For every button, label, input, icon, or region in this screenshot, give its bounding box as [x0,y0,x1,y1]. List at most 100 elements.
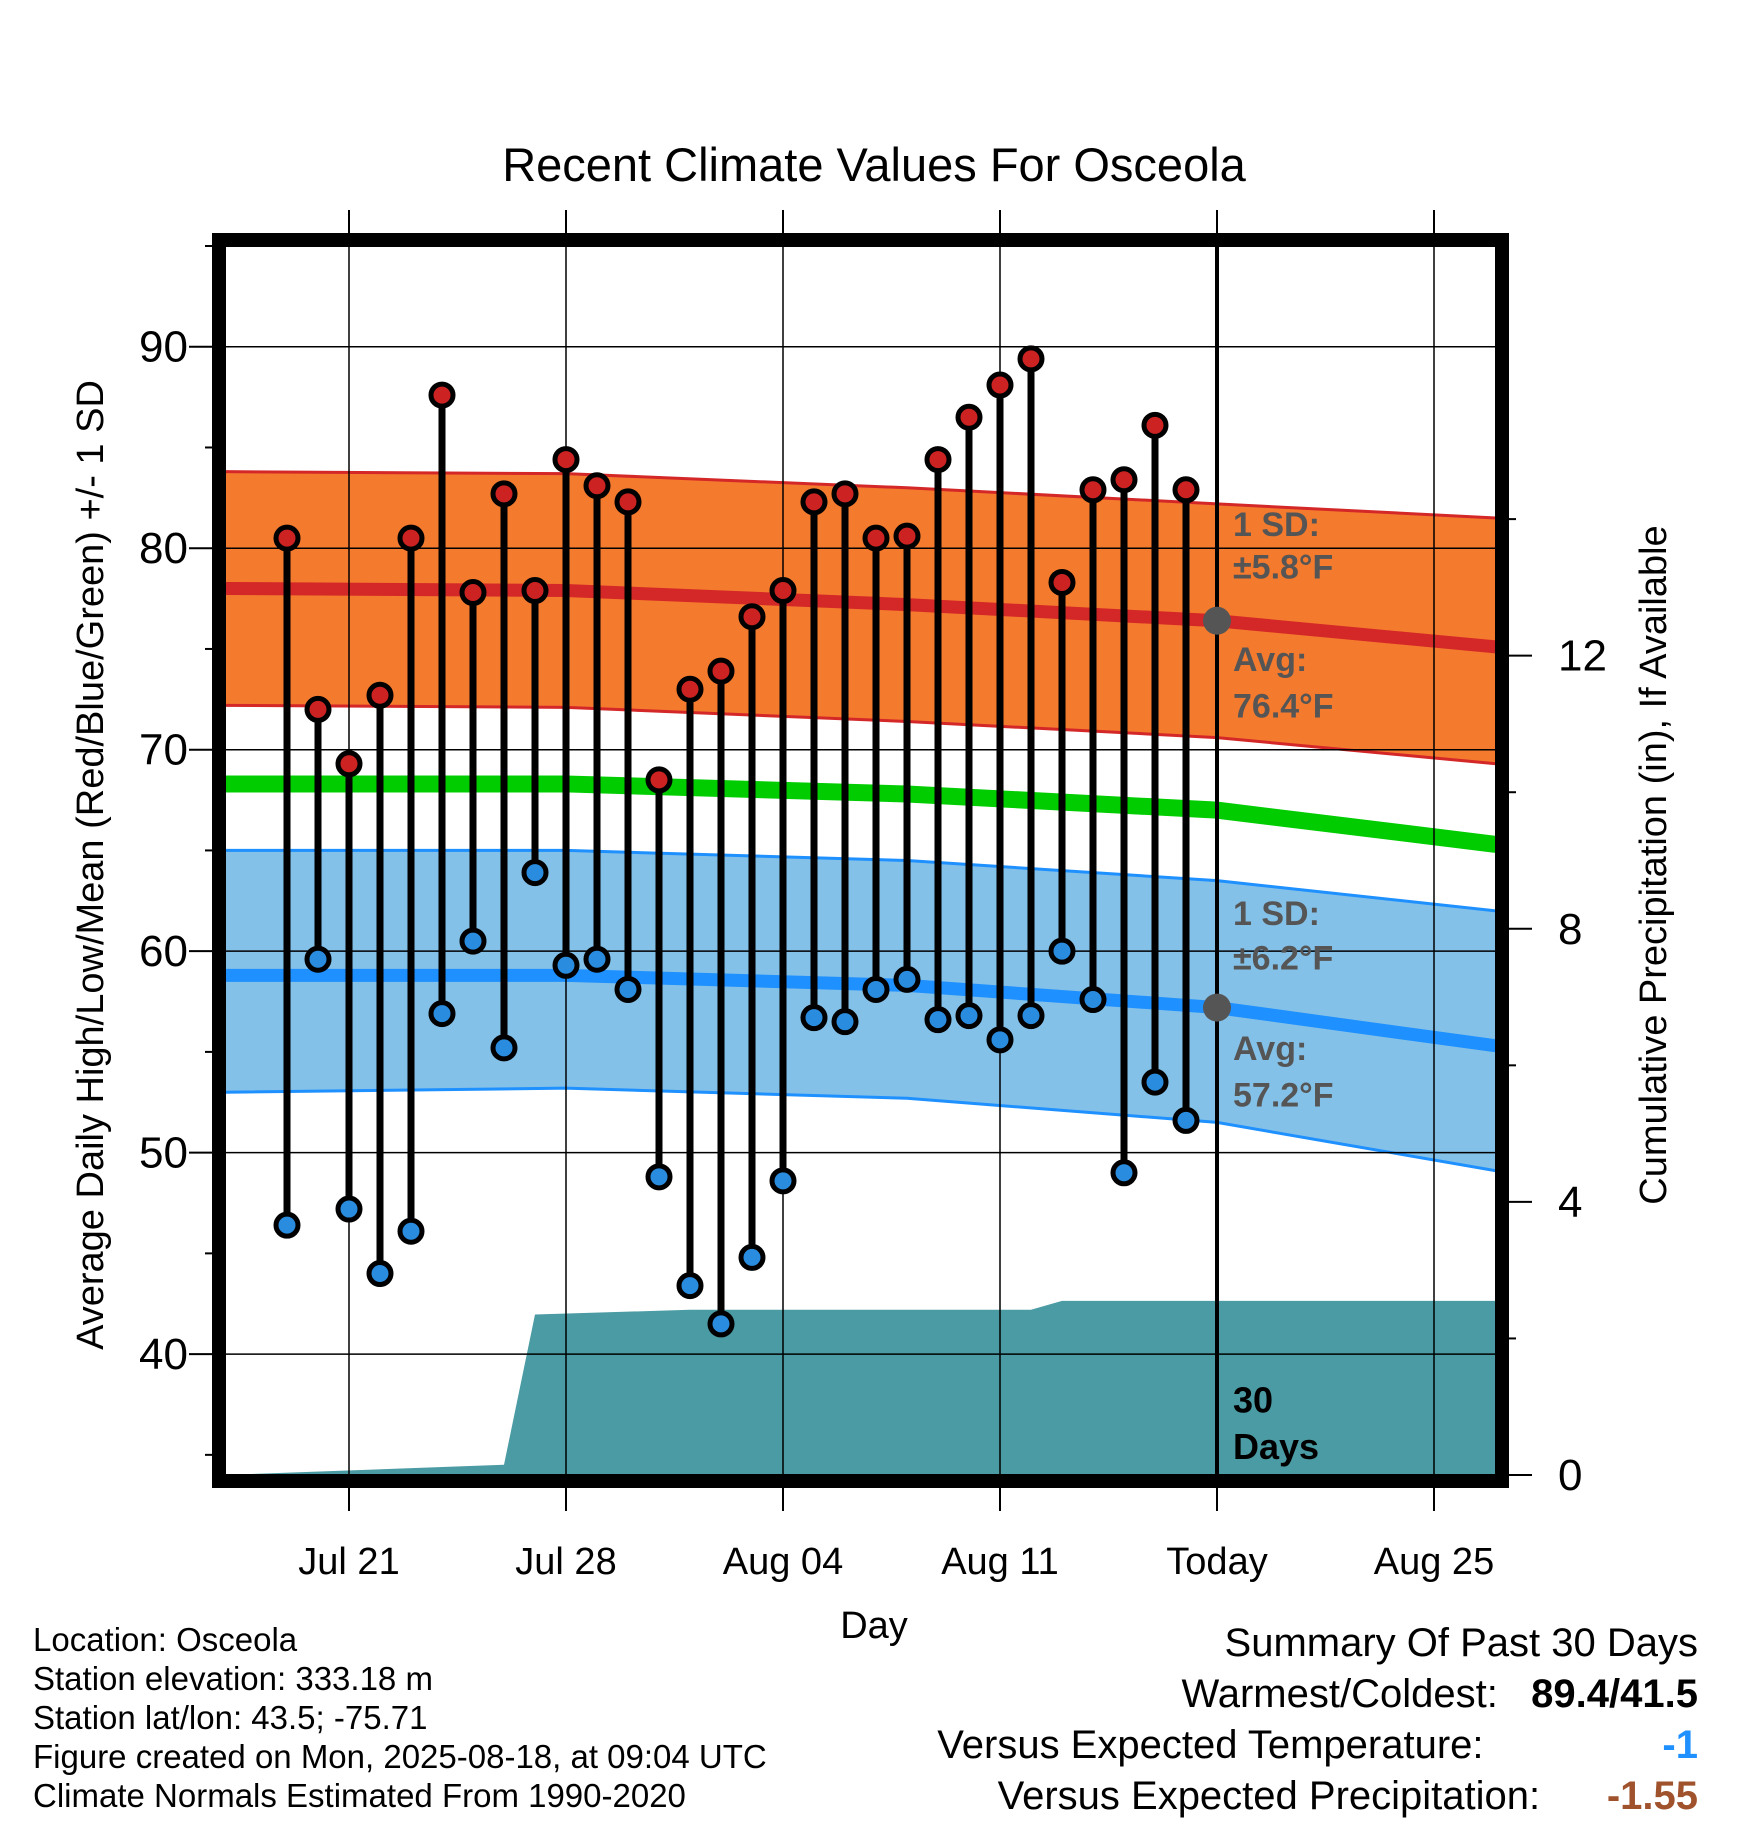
daily-high-point [583,472,611,500]
daily-high-point [521,577,549,605]
y-axis-label: Average Daily High/Low/Mean (Red/Blue/Gr… [70,380,112,1350]
x-tick-label: Aug 25 [1374,1541,1494,1583]
daily-low-point [924,1006,952,1034]
daily-low-point [738,1243,766,1271]
y-tick-label: 40 [139,1330,188,1379]
daily-low-point [862,975,890,1003]
daily-high-point [1048,568,1076,596]
daily-low-point [459,927,487,955]
daily-high-point [397,524,425,552]
summary-title: Summary Of Past 30 Days [1224,1621,1698,1665]
daily-low-point [676,1272,704,1300]
daily-high-point [1017,345,1045,373]
x-tick-label: Aug 04 [723,1541,843,1583]
summary-prcp-row: Versus Expected Precipitation: -1.55 [937,1771,1698,1822]
today-avg-low-marker [1203,993,1231,1022]
daily-high-point [490,480,518,508]
low-sd-band [225,850,1496,1171]
daily-high-point [862,524,890,552]
chart-title: Recent Climate Values For Osceola [502,138,1246,191]
daily-high-point [366,681,394,709]
station-info: Location: Osceola Station elevation: 333… [33,1620,767,1815]
plot-frame [212,233,1509,1488]
daily-high-point [1172,476,1200,504]
summary-warm-cold-row: Warmest/Coldest: 89.4/41.5 [937,1669,1698,1720]
y-tick-label: 60 [139,927,188,976]
daily-low-point [1172,1106,1200,1134]
daily-high-point [893,522,921,550]
plot-area: 1 SD: ±5.8°F Avg: 76.4°F 1 SD: ±6.2°F Avg: 57.2… [139,210,1607,1583]
warm-cold-value: 89.4/41.5 [1531,1672,1698,1716]
high-sd-band [225,471,1496,764]
latlon-text: Station lat/lon: 43.5; -75.71 [33,1699,428,1736]
daily-low-point [521,859,549,887]
daily-high-point [800,488,828,516]
high-sd-value: ±5.8°F [1233,548,1333,586]
daily-high-point [273,524,301,552]
temp-value: -1 [1662,1723,1698,1767]
daily-low-point [1079,986,1107,1014]
high-avg-label: Avg: [1233,641,1307,679]
today-avg-high-marker [1203,606,1231,635]
daily-high-point [552,446,580,474]
y-tick-label: 50 [139,1129,188,1178]
daily-low-point [335,1195,363,1223]
x-axis-label: Day [840,1605,908,1647]
plot-clipped-group [225,246,1496,1475]
daily-low-point [769,1167,797,1195]
elevation-text: Station elevation: 333.18 m [33,1660,433,1697]
daily-high-point [1110,466,1138,494]
normals-text: Climate Normals Estimated From 1990-2020 [33,1777,686,1814]
daily-high-point [614,488,642,516]
daily-low-point [707,1310,735,1338]
daily-low-point [552,951,580,979]
daily-high-point [738,603,766,631]
daily-high-point [986,371,1014,399]
daily-high-point [707,657,735,685]
daily-high-point [769,577,797,605]
daily-low-point [893,965,921,993]
daily-high-point [676,675,704,703]
low-sd-label: 1 SD: [1233,895,1320,933]
daily-low-point [490,1034,518,1062]
daily-high-point [304,695,332,723]
normal-mean-line [225,775,1496,853]
daily-low-point [1017,1002,1045,1030]
warm-cold-label: Warmest/Coldest: [1181,1672,1498,1716]
days-count-label: 30 [1233,1380,1273,1421]
y2-tick-label: 4 [1558,1178,1582,1227]
daily-high-point [335,750,363,778]
daily-low-point [304,945,332,973]
created-text: Figure created on Mon, 2025-08-18, at 09… [33,1738,767,1775]
summary-temp-row: Versus Expected Temperature: -1 [937,1720,1698,1771]
y-tick-label: 90 [139,323,188,372]
daily-low-point [397,1217,425,1245]
high-sd-band-upper-edge [225,470,1496,520]
y2-tick-label: 12 [1558,632,1607,681]
daily-high-point [645,766,673,794]
daily-low-point [614,975,642,1003]
y2-tick-label: 8 [1558,905,1582,954]
daily-low-point [645,1163,673,1191]
daily-low-point [1141,1068,1169,1096]
daily-low-point [366,1260,394,1288]
low-avg-label: Avg: [1233,1030,1307,1068]
location-text: Location: Osceola [33,1621,298,1658]
high-sd-label: 1 SD: [1233,506,1320,544]
daily-low-point [1048,937,1076,965]
summary-panel: Summary Of Past 30 Days Warmest/Coldest:… [937,1618,1698,1822]
daily-low-point [428,1000,456,1028]
x-tick-label: Jul 21 [298,1541,399,1583]
daily-high-point [955,403,983,431]
daily-high-point [459,579,487,607]
x-tick-label: Today [1166,1541,1267,1583]
daily-low-point [986,1026,1014,1054]
low-sd-value: ±6.2°F [1233,939,1333,977]
prcp-value: -1.55 [1606,1774,1698,1818]
daily-high-point [924,446,952,474]
low-sd-band-lower-edge [225,1086,1496,1173]
daily-low-point [1110,1159,1138,1187]
daily-high-point [1079,476,1107,504]
precip-area [225,1300,1496,1475]
